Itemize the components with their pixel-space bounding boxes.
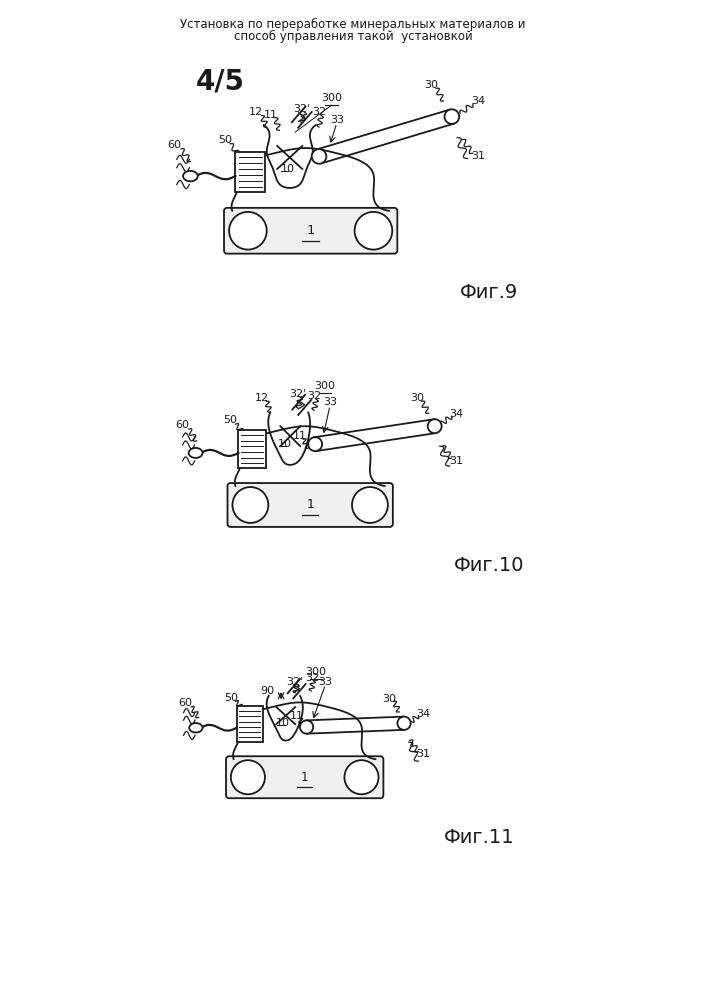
Text: Установка по переработке минеральных материалов и: Установка по переработке минеральных мат… <box>180 18 526 31</box>
Ellipse shape <box>428 419 442 433</box>
Text: 32: 32 <box>307 391 321 401</box>
FancyBboxPatch shape <box>224 208 397 254</box>
Text: 50: 50 <box>223 415 238 425</box>
Text: 11: 11 <box>290 711 304 721</box>
Text: 50: 50 <box>224 693 238 703</box>
Text: 30: 30 <box>410 393 423 403</box>
Text: 33: 33 <box>330 115 344 125</box>
Text: 32: 32 <box>305 673 320 683</box>
Text: 34: 34 <box>416 709 430 719</box>
Text: 31: 31 <box>416 749 430 759</box>
Circle shape <box>233 487 269 523</box>
Circle shape <box>231 760 265 794</box>
Ellipse shape <box>189 723 202 733</box>
Ellipse shape <box>189 448 203 458</box>
Circle shape <box>229 212 267 250</box>
Text: 33: 33 <box>319 677 332 687</box>
Text: 30: 30 <box>424 80 438 90</box>
FancyBboxPatch shape <box>237 706 263 742</box>
Circle shape <box>352 487 388 523</box>
Text: 31: 31 <box>471 151 485 161</box>
Text: 90: 90 <box>261 686 275 696</box>
Text: 10: 10 <box>276 718 290 728</box>
Text: 300: 300 <box>305 667 327 677</box>
Ellipse shape <box>397 717 411 730</box>
Text: 12: 12 <box>250 107 263 117</box>
Text: 32': 32' <box>293 104 311 114</box>
Text: 32': 32' <box>286 677 304 687</box>
Text: 33: 33 <box>323 397 337 407</box>
Text: 10: 10 <box>281 164 295 174</box>
Text: 60: 60 <box>175 420 189 430</box>
Text: Фиг.10: Фиг.10 <box>454 556 525 575</box>
Text: 30: 30 <box>382 694 396 704</box>
Text: 1: 1 <box>306 498 314 511</box>
Text: 60: 60 <box>178 698 192 708</box>
Text: 34: 34 <box>450 409 464 419</box>
Text: 300: 300 <box>315 381 336 391</box>
Text: 1: 1 <box>301 771 308 784</box>
Text: 300: 300 <box>321 93 342 103</box>
Text: 34: 34 <box>471 96 485 106</box>
Text: 10: 10 <box>279 439 292 449</box>
Ellipse shape <box>300 720 313 734</box>
Text: способ управления такой  установкой: способ управления такой установкой <box>233 30 472 43</box>
FancyBboxPatch shape <box>235 152 264 192</box>
Text: Фиг.9: Фиг.9 <box>460 283 519 302</box>
Text: 12: 12 <box>255 393 269 403</box>
Ellipse shape <box>183 171 198 181</box>
Text: 32': 32' <box>290 389 307 399</box>
Text: 1: 1 <box>306 224 315 237</box>
Circle shape <box>355 212 392 250</box>
FancyBboxPatch shape <box>228 483 393 527</box>
Text: Фиг.11: Фиг.11 <box>444 828 515 847</box>
Text: 32: 32 <box>312 107 326 117</box>
Circle shape <box>344 760 378 794</box>
Text: 11: 11 <box>293 431 308 441</box>
Text: 60: 60 <box>168 140 182 150</box>
Ellipse shape <box>312 149 327 164</box>
Ellipse shape <box>308 437 322 451</box>
Text: 31: 31 <box>450 456 464 466</box>
Text: 11: 11 <box>264 110 278 120</box>
FancyBboxPatch shape <box>238 430 267 468</box>
Text: 50: 50 <box>218 135 232 145</box>
FancyBboxPatch shape <box>226 756 383 798</box>
Ellipse shape <box>445 109 459 124</box>
Text: 4/5: 4/5 <box>196 67 245 95</box>
